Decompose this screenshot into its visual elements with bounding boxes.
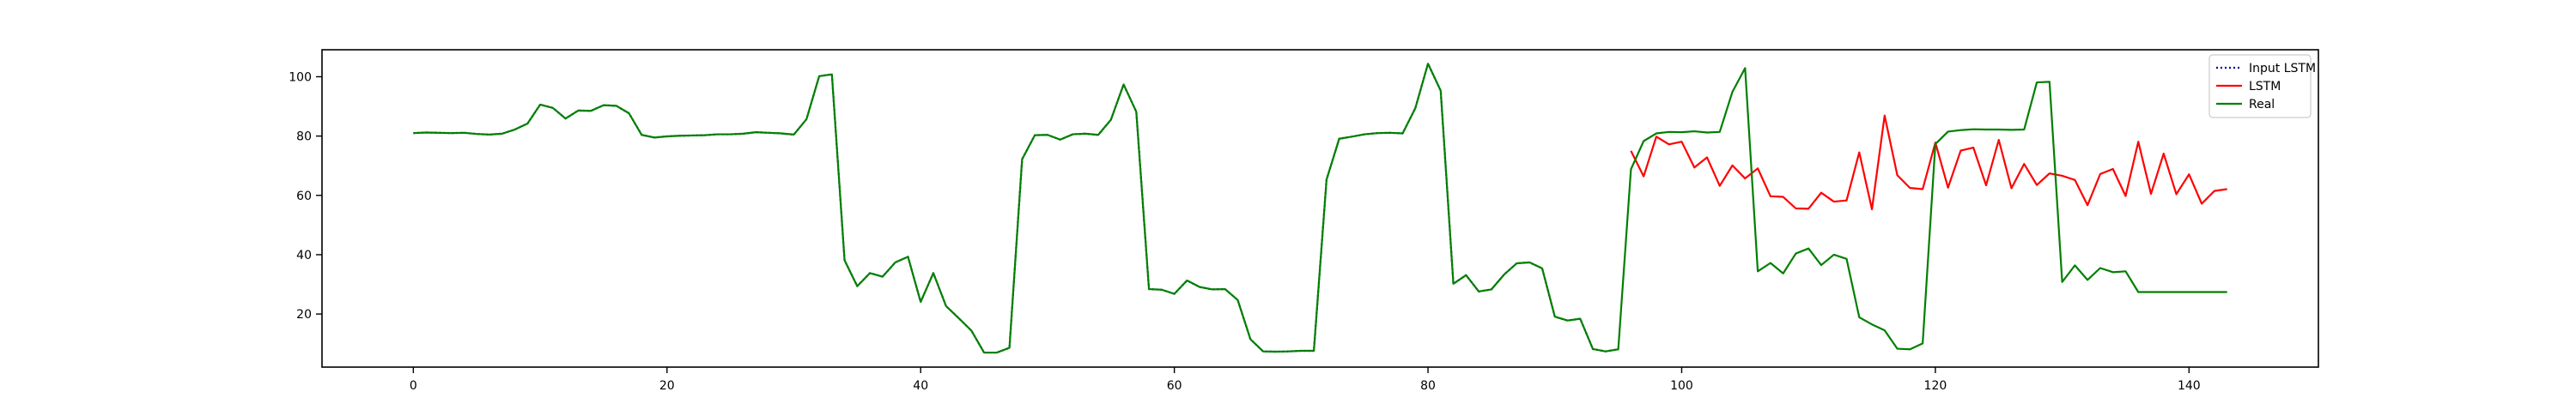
x-tick-label: 100 xyxy=(1670,379,1693,393)
y-axis: 20 40 60 80 100 xyxy=(289,70,322,322)
legend-label: LSTM xyxy=(2249,80,2281,93)
series-layer xyxy=(413,63,2227,354)
series-line-real xyxy=(413,63,2227,354)
legend-box xyxy=(2208,54,2312,118)
x-tick-label: 20 xyxy=(659,379,675,393)
series-line-lstm xyxy=(1630,114,2227,211)
x-tick-label: 40 xyxy=(913,379,928,393)
y-tick-label: 100 xyxy=(289,70,312,84)
y-tick-label: 80 xyxy=(296,130,312,144)
y-tick-label: 20 xyxy=(296,308,312,322)
y-tick-label: 60 xyxy=(296,190,312,203)
x-tick-label: 120 xyxy=(1924,379,1947,393)
x-tick-label: 80 xyxy=(1420,379,1436,393)
plot-frame xyxy=(321,49,2319,368)
x-tick-label: 0 xyxy=(410,379,417,393)
y-tick-label: 40 xyxy=(296,249,312,262)
legend-label: Real xyxy=(2249,98,2275,112)
x-axis: 0 20 40 60 80 100 120 140 xyxy=(410,367,2201,393)
legend-label: Input LSTM xyxy=(2249,62,2316,75)
x-tick-label: 140 xyxy=(2178,379,2201,393)
x-tick-label: 60 xyxy=(1167,379,1182,393)
legend: Input LSTM LSTM Real xyxy=(2208,54,2316,118)
